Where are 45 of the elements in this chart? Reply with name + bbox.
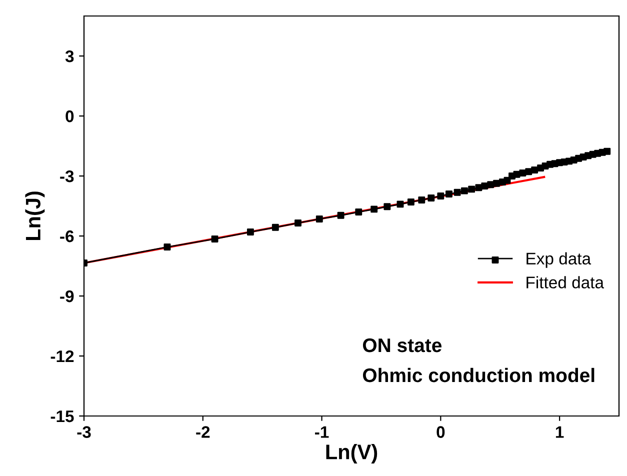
y-tick-label: -9 (60, 290, 74, 302)
point (460, 187, 468, 194)
point (355, 208, 362, 216)
point (272, 224, 279, 231)
annotation: Ohmic conduction model (363, 368, 594, 382)
point (396, 200, 404, 208)
point (211, 236, 218, 242)
y-axis-title: Ln(J) (25, 192, 45, 240)
point (604, 148, 611, 155)
point (446, 190, 452, 198)
y-tick-label: -6 (60, 230, 74, 242)
point (531, 166, 538, 174)
x-tick-label: -3 (77, 426, 91, 438)
point (337, 212, 344, 219)
x-tick-label: -2 (196, 426, 210, 438)
x-axis-title: Ln(V) (326, 444, 378, 464)
x-tick-label: 0 (436, 426, 445, 438)
y-tick-label: -3 (60, 170, 74, 182)
point (468, 186, 476, 193)
point (487, 181, 494, 188)
point (418, 196, 426, 204)
legend-label: Fitted data (526, 276, 604, 288)
y-tick-label: -12 (50, 350, 74, 362)
point (437, 192, 444, 200)
y-tick-label: 3 (65, 50, 74, 62)
point (294, 220, 302, 226)
point (164, 244, 171, 250)
point (246, 228, 254, 236)
point (384, 203, 391, 210)
point (407, 198, 414, 206)
point (481, 182, 488, 190)
point (370, 206, 378, 213)
y-tick-label: 0 (66, 110, 74, 122)
point (493, 180, 500, 187)
x-tick-label: 1 (556, 426, 564, 438)
point (428, 194, 435, 202)
point (475, 184, 482, 192)
point (316, 216, 323, 222)
annotation: ON state (363, 338, 442, 352)
point (454, 188, 461, 196)
y-tick-label: -15 (50, 410, 74, 422)
legend-label: Exp data (526, 252, 592, 268)
point (525, 168, 532, 176)
point (519, 170, 526, 176)
x-tick-label: -1 (315, 426, 329, 438)
